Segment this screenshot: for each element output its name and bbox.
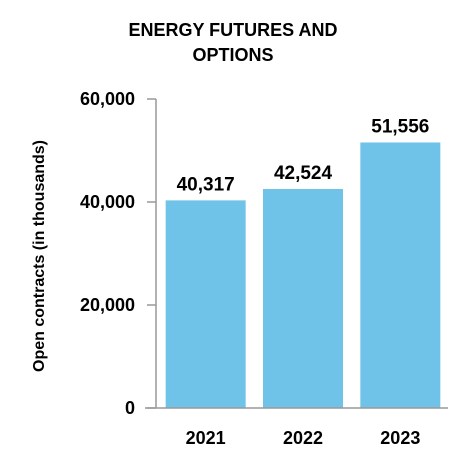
bars-group <box>165 142 441 408</box>
bar-2023 <box>360 142 441 408</box>
y-tick-label: 0 <box>125 398 135 418</box>
x-tick-label-2023: 2023 <box>380 428 420 448</box>
y-tick-label: 40,000 <box>80 192 135 212</box>
x-tick-label-2021: 2021 <box>186 428 226 448</box>
data-label-2022: 42,524 <box>274 163 333 184</box>
data-labels-group: 40,317 42,524 51,556 <box>177 116 430 195</box>
data-label-2021: 40,317 <box>177 174 235 195</box>
y-tick-label: 20,000 <box>80 295 135 315</box>
data-label-2023: 51,556 <box>371 116 429 137</box>
bar-2021 <box>165 200 246 408</box>
chart-title-line-2: OPTIONS <box>192 45 273 65</box>
bar-2022 <box>263 189 343 408</box>
chart-title-line-1: ENERGY FUTURES AND <box>128 20 337 40</box>
x-axis-tick-labels: 2021 2022 2023 <box>186 428 421 448</box>
y-axis-ticks: 0 20,000 40,000 60,000 <box>80 89 156 418</box>
y-tick-label: 60,000 <box>80 89 135 109</box>
y-axis-label: Open contracts (in thousands) <box>31 140 48 372</box>
x-tick-label-2022: 2022 <box>283 428 323 448</box>
